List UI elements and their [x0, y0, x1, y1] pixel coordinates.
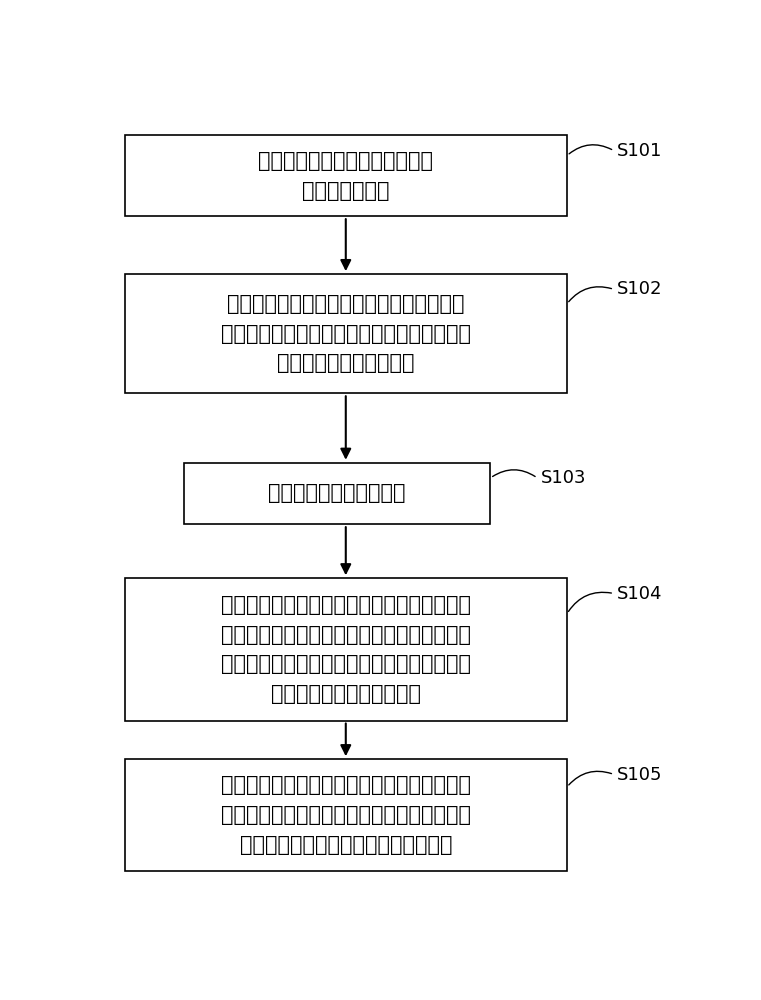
Text: 对所述张量属性进行空间平滑处理，确定代表
断溶体破碎区域的张量属性阈值，根据所述张
量属性阈值对张量属性空间平滑处理的结果进
行处理，得到断溶体的轮廓: 对所述张量属性进行空间平滑处理，确定代表 断溶体破碎区域的张量属性阈值，根据所述…: [221, 595, 471, 704]
Text: S101: S101: [617, 142, 663, 160]
FancyBboxPatch shape: [125, 135, 567, 216]
FancyBboxPatch shape: [125, 578, 567, 721]
Text: 以所述断溶体的轮廓作为边界，将所述张量属
性及所述地下波阻抗数据显示在轮廓内，实现
断溶体的外部轮廓刻画及内部结构表征: 以所述断溶体的轮廓作为边界，将所述张量属 性及所述地下波阻抗数据显示在轮廓内，实…: [221, 775, 471, 855]
Text: 计算地震资料的张量属性: 计算地震资料的张量属性: [268, 483, 406, 503]
Text: 对地震资料进行叠后反演，得到
地下波阻抗数据: 对地震资料进行叠后反演，得到 地下波阻抗数据: [258, 151, 433, 201]
Text: S105: S105: [617, 766, 663, 784]
Text: S103: S103: [540, 469, 586, 487]
FancyBboxPatch shape: [125, 274, 567, 393]
Text: S102: S102: [617, 280, 663, 298]
FancyBboxPatch shape: [183, 463, 490, 524]
Text: S104: S104: [617, 585, 663, 603]
FancyBboxPatch shape: [125, 759, 567, 871]
Text: 确定代表缝洞型储集体发育的波阻抗数据阈
值，根据所述波阻抗数据阈值对所述地下波阻
抗数据进行镂空雕刻处理: 确定代表缝洞型储集体发育的波阻抗数据阈 值，根据所述波阻抗数据阈值对所述地下波阻…: [221, 294, 471, 373]
